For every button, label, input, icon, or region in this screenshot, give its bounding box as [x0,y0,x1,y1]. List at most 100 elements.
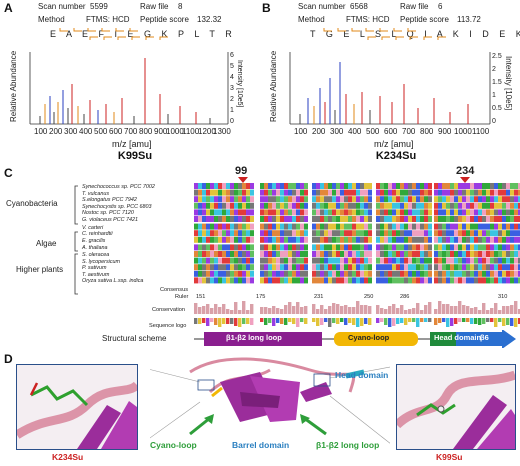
alignment-grid [194,183,520,284]
residue-cell [250,189,254,196]
residue-cell [514,216,518,222]
residue-cell [396,196,400,203]
residue-cell [300,216,304,222]
residue-cell [226,189,230,196]
residue-cell [502,183,506,189]
residue-cell [404,223,408,230]
residue-cell [340,202,344,209]
residue-cell [368,216,372,222]
residue-cell [438,270,442,277]
conservation-bar [288,302,292,314]
residue-cell [288,196,292,203]
conservation-label: Conservation [152,307,185,313]
residue-cell [328,196,332,203]
residue-cell [234,230,238,237]
residue-cell [400,202,404,209]
residue-cell [276,183,280,189]
residue-cell [218,277,222,284]
logo-letter [356,318,360,327]
residue-cell [400,183,404,189]
residue-cell [518,216,520,222]
conservation-bar [280,309,284,314]
residue-cell [400,209,404,216]
residue-cell [364,230,368,237]
residue-cell [446,236,450,243]
residue-cell [408,264,412,271]
residue-cell [392,270,396,277]
residue-cell [344,189,348,196]
residue-cell [510,277,514,284]
residue-cell [194,189,198,196]
marker-234: 234 [456,165,475,177]
residue-cell [376,189,380,196]
residue-cell [320,244,324,251]
residue-cell [268,230,272,237]
residue-cell [312,251,316,257]
logo-letter [296,318,300,327]
residue-cell [328,264,332,271]
residue-cell [506,196,510,203]
residue-cell [506,251,510,257]
residue-cell [416,251,420,257]
residue-cell [438,244,442,251]
conservation-bar [380,308,384,314]
residue-cell [478,196,482,203]
residue-cell [214,264,218,271]
residue-cell [518,189,520,196]
residue-cell [268,202,272,209]
residue-cell [420,216,424,222]
residue-cell [268,270,272,277]
peptide-score-value: 113.72 [457,15,481,24]
residue-cell [494,189,498,196]
residue-cell [260,216,264,222]
residue-cell [486,189,490,196]
logo-letter [470,318,474,324]
spectrum-b: 100 200 300 400 500 600 700 800 900 1000… [269,28,513,136]
residue-cell [272,236,276,243]
residue-cell [214,202,218,209]
residue-cell [450,209,454,216]
residue-cell [202,257,206,264]
residue-cell [494,209,498,216]
conservation-bar [360,305,364,314]
residue-cell [340,257,344,264]
residue-cell [296,277,300,284]
species-name: E. gracilis [82,237,106,244]
residue-cell [446,257,450,264]
residue-cell [246,277,250,284]
residue-cell [482,189,486,196]
residue-cell [222,202,226,209]
residue-cell [400,216,404,222]
residue-cell [438,202,442,209]
residue-cell [280,264,284,271]
residue-cell [498,202,502,209]
residue-cell [222,257,226,264]
residue-cell [296,202,300,209]
logo-letter [324,318,328,322]
residue-cell [264,264,268,271]
residue-cell [478,216,482,222]
conservation-bar [238,310,242,314]
residue-cell [368,257,372,264]
residue-cell [506,216,510,222]
residue-cell [304,264,308,271]
residue-cell [494,270,498,277]
conservation-bar [324,309,328,314]
residue-cell [210,202,214,209]
residue-cell [408,202,412,209]
residue-cell [478,277,482,284]
residue-cell [234,244,238,251]
residue-cell [482,230,486,237]
residue-cell [364,251,368,257]
conservation-bar [506,306,510,314]
residue-cell [400,270,404,277]
xtick: 400 [79,127,93,136]
residue-cell [328,251,332,257]
residue-cell [332,236,336,243]
residue-cell [352,230,356,237]
conservation-bar [434,309,438,314]
y2tick: 4 [230,74,234,81]
residue-cell [392,196,396,203]
residue-cell [250,251,254,257]
residue-cell [462,189,466,196]
